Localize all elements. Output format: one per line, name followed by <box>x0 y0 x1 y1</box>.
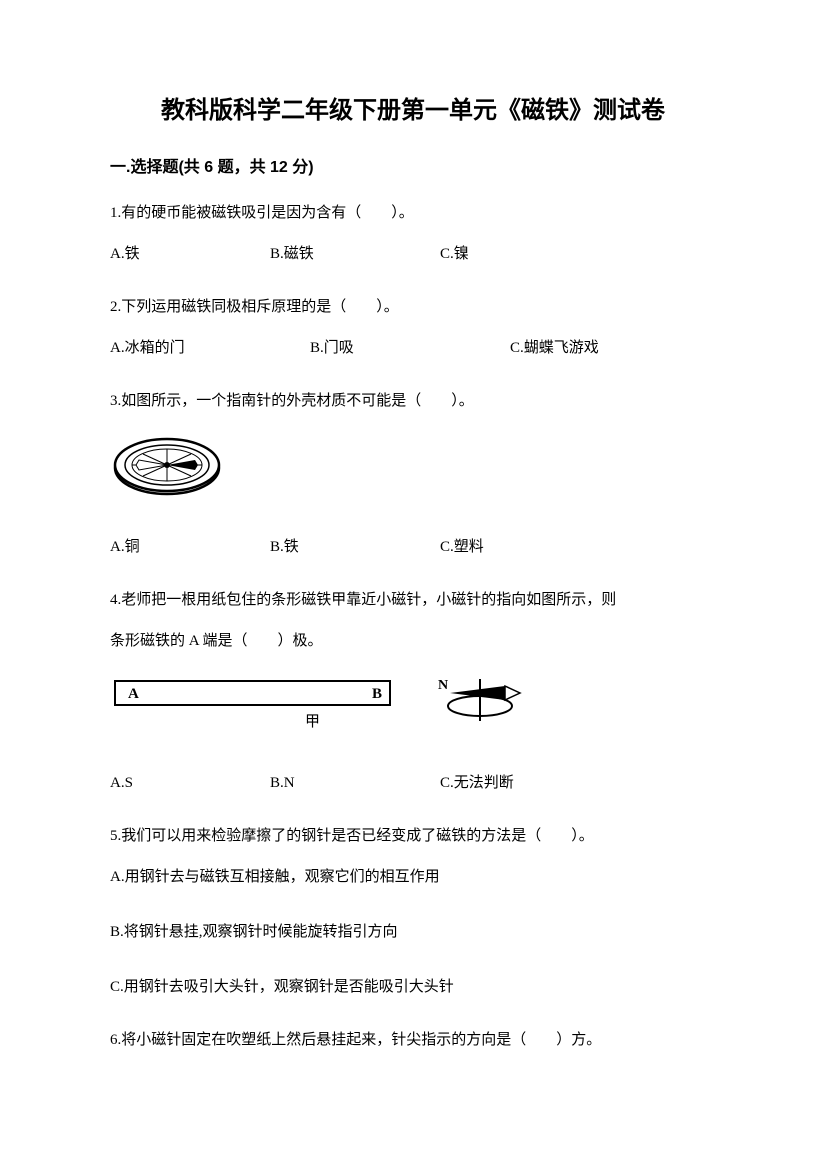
compass-n-label: N <box>438 678 448 693</box>
q2-text: 2.下列运用磁铁同极相斥原理的是（ ）。 <box>110 291 716 324</box>
q2-option-a: A.冰箱的门 <box>110 332 310 365</box>
q5-option-b: B.将钢针悬挂,观察钢针时候能旋转指引方向 <box>110 916 716 949</box>
q1-option-c: C.镍 <box>440 238 580 271</box>
question-1: 1.有的硬币能被磁铁吸引是因为含有（ ）。 A.铁 B.磁铁 C.镍 <box>110 197 716 271</box>
page-title: 教科版科学二年级下册第一单元《磁铁》测试卷 <box>110 90 716 125</box>
magnet-compass-icon: A B 甲 N <box>110 676 540 736</box>
compass-icon <box>110 430 225 500</box>
q3-option-a: A.铜 <box>110 531 270 564</box>
q1-option-b: B.磁铁 <box>270 238 440 271</box>
bar-label-jia: 甲 <box>305 714 320 730</box>
q1-text: 1.有的硬币能被磁铁吸引是因为含有（ ）。 <box>110 197 716 230</box>
question-6: 6.将小磁针固定在吹塑纸上然后悬挂起来，针尖指示的方向是（ ）方。 <box>110 1024 716 1057</box>
question-4: 4.老师把一根用纸包住的条形磁铁甲靠近小磁针，小磁针的指向如图所示，则 条形磁铁… <box>110 584 716 800</box>
q3-options: A.铜 B.铁 C.塑料 <box>110 531 716 564</box>
question-3: 3.如图所示，一个指南针的外壳材质不可能是（ ）。 A.铜 B.铁 C.塑料 <box>110 385 716 564</box>
q4-text-2: 条形磁铁的 A 端是（ ）极。 <box>110 625 716 658</box>
q2-option-b: B.门吸 <box>310 332 510 365</box>
q5-option-a: A.用钢针去与磁铁互相接触，观察它们的相互作用 <box>110 861 716 894</box>
section-header: 一.选择题(共 6 题，共 12 分) <box>110 153 716 177</box>
q6-text: 6.将小磁针固定在吹塑纸上然后悬挂起来，针尖指示的方向是（ ）方。 <box>110 1024 716 1057</box>
q3-option-b: B.铁 <box>270 531 440 564</box>
q2-option-c: C.蝴蝶飞游戏 <box>510 332 599 365</box>
q4-option-c: C.无法判断 <box>440 767 580 800</box>
q3-option-c: C.塑料 <box>440 531 580 564</box>
question-2: 2.下列运用磁铁同极相斥原理的是（ ）。 A.冰箱的门 B.门吸 C.蝴蝶飞游戏 <box>110 291 716 365</box>
compass-figure <box>110 430 716 513</box>
q1-options: A.铁 B.磁铁 C.镍 <box>110 238 716 271</box>
bar-label-b: B <box>372 686 382 702</box>
q4-option-a: A.S <box>110 767 270 800</box>
small-compass: N <box>438 678 520 721</box>
question-5: 5.我们可以用来检验摩擦了的钢针是否已经变成了磁铁的方法是（ ）。 A.用钢针去… <box>110 820 716 1004</box>
q4-option-b: B.N <box>270 767 440 800</box>
q4-text-1: 4.老师把一根用纸包住的条形磁铁甲靠近小磁针，小磁针的指向如图所示，则 <box>110 584 716 617</box>
q5-option-c: C.用钢针去吸引大头针，观察钢针是否能吸引大头针 <box>110 971 716 1004</box>
q3-text: 3.如图所示，一个指南针的外壳材质不可能是（ ）。 <box>110 385 716 418</box>
magnet-figure: A B 甲 N <box>110 676 716 749</box>
q4-options: A.S B.N C.无法判断 <box>110 767 716 800</box>
bar-label-a: A <box>128 686 139 702</box>
q1-option-a: A.铁 <box>110 238 270 271</box>
q5-text: 5.我们可以用来检验摩擦了的钢针是否已经变成了磁铁的方法是（ ）。 <box>110 820 716 853</box>
q2-options: A.冰箱的门 B.门吸 C.蝴蝶飞游戏 <box>110 332 716 365</box>
